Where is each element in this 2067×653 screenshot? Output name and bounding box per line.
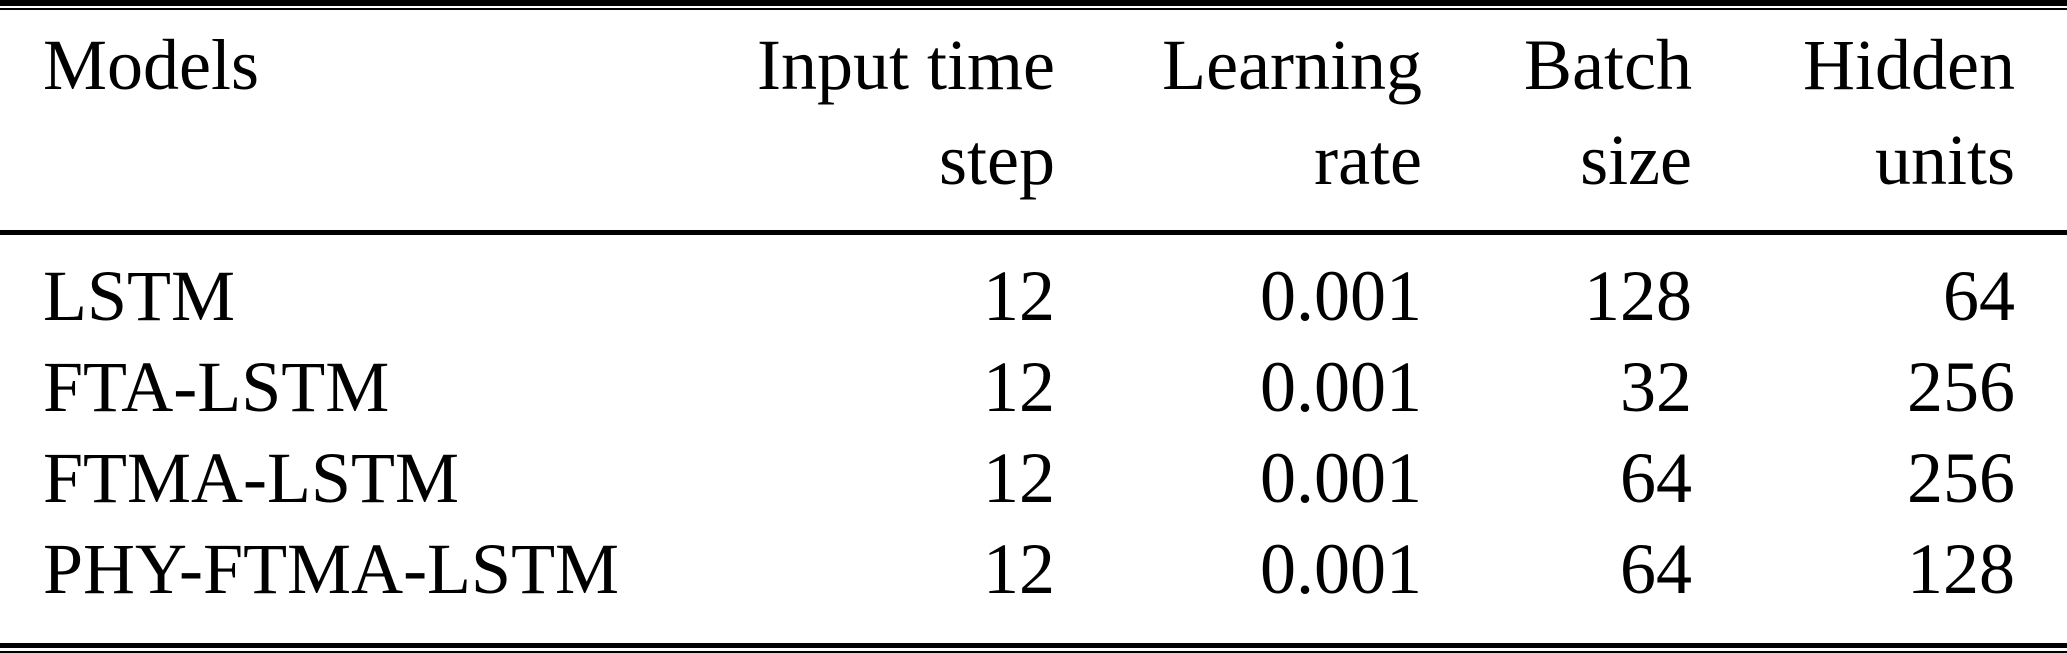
cell-batch-size: 64 — [1620, 438, 1692, 518]
cell-model: FTA-LSTM — [43, 347, 390, 427]
cell-hidden-units: 256 — [1907, 347, 2015, 427]
column-header-line2: rate — [1314, 120, 1422, 200]
table-header-row: Models Input time step Learning rate Bat… — [0, 18, 2067, 208]
cell-input-time-step: 12 — [983, 529, 1055, 609]
column-header-line1: Input time — [757, 25, 1055, 105]
column-header-line1: Batch — [1524, 25, 1692, 105]
column-header-line1: Hidden — [1803, 25, 2015, 105]
top-rule-thin — [0, 8, 2067, 10]
column-header-input-time-step: Input time step — [680, 18, 1055, 208]
column-header-line2: step — [939, 120, 1055, 200]
cell-model: LSTM — [43, 256, 236, 336]
column-header-models: Models — [0, 18, 680, 208]
table-row: FTA-LSTM 12 0.001 32 256 — [0, 342, 2067, 433]
cell-input-time-step: 12 — [983, 347, 1055, 427]
column-header-batch-size: Batch size — [1422, 18, 1692, 208]
top-rule-thick — [0, 0, 2067, 6]
column-header-line2: size — [1580, 120, 1692, 200]
column-header-line1: Models — [43, 25, 259, 105]
header-separator-rule — [0, 230, 2067, 235]
column-header-line1: Learning — [1162, 25, 1422, 105]
table-row: PHY-FTMA-LSTM 12 0.001 64 128 — [0, 524, 2067, 615]
column-header-line2 — [43, 113, 680, 208]
cell-learning-rate: 0.001 — [1260, 438, 1422, 518]
cell-input-time-step: 12 — [983, 256, 1055, 336]
cell-model: PHY-FTMA-LSTM — [43, 529, 620, 609]
column-header-hidden-units: Hidden units — [1692, 18, 2067, 208]
table-body: LSTM 12 0.001 128 64 FTA-LSTM 12 0.001 3… — [0, 251, 2067, 615]
cell-hidden-units: 128 — [1907, 529, 2015, 609]
cell-batch-size: 128 — [1584, 256, 1692, 336]
table-row: LSTM 12 0.001 128 64 — [0, 251, 2067, 342]
cell-batch-size: 32 — [1620, 347, 1692, 427]
table-row: FTMA-LSTM 12 0.001 64 256 — [0, 433, 2067, 524]
cell-hidden-units: 64 — [1943, 256, 2015, 336]
cell-learning-rate: 0.001 — [1260, 347, 1422, 427]
column-header-line2: units — [1874, 120, 2015, 200]
cell-learning-rate: 0.001 — [1260, 529, 1422, 609]
cell-hidden-units: 256 — [1907, 438, 2015, 518]
cell-learning-rate: 0.001 — [1260, 256, 1422, 336]
table-header: Models Input time step Learning rate Bat… — [0, 18, 2067, 208]
cell-input-time-step: 12 — [983, 438, 1055, 518]
column-header-learning-rate: Learning rate — [1055, 18, 1422, 208]
bottom-rule-thick — [0, 643, 2067, 648]
cell-batch-size: 64 — [1620, 529, 1692, 609]
bottom-rule-thin — [0, 651, 2067, 653]
cell-model: FTMA-LSTM — [43, 438, 460, 518]
